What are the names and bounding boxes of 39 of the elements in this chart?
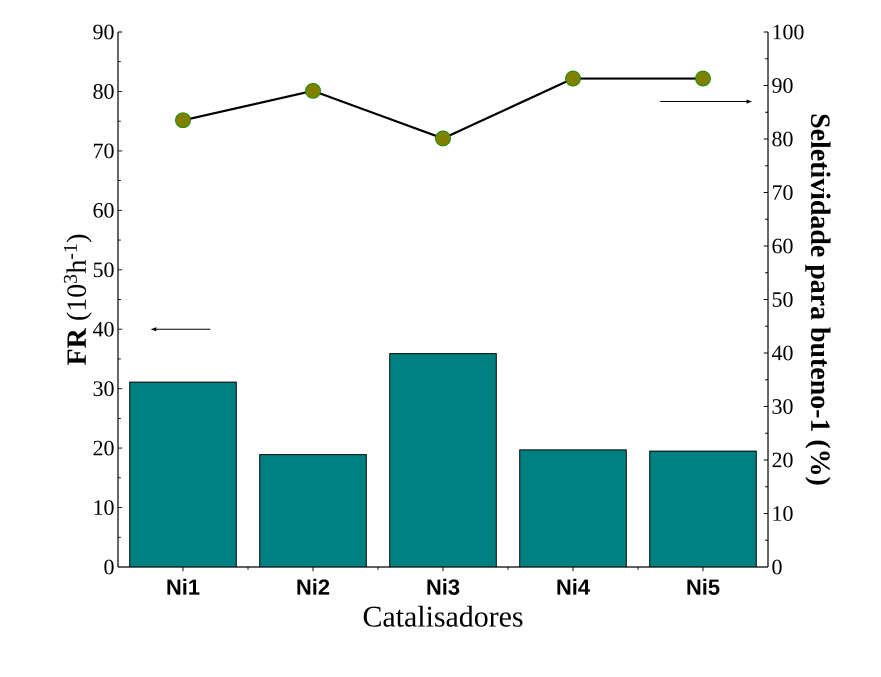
bar bbox=[390, 354, 496, 567]
x-axis-title: Catalisadores bbox=[364, 606, 522, 627]
y2-tick-label: 70 bbox=[772, 185, 793, 200]
y-tick-label: 80 bbox=[93, 84, 114, 99]
point bbox=[565, 70, 581, 86]
y-tick-label: 90 bbox=[93, 24, 114, 40]
y2-tick-label: 30 bbox=[772, 399, 793, 414]
y2-tick-label: 20 bbox=[772, 452, 793, 468]
y2-tick-label: 80 bbox=[772, 132, 793, 146]
x-tick-label: Ni4 bbox=[557, 578, 590, 595]
x-tick-label: Ni1 bbox=[167, 578, 200, 595]
y-tick-label: 40 bbox=[92, 322, 114, 337]
y2-tick-label: 100 bbox=[773, 24, 804, 40]
y2-tick-label: 0 bbox=[772, 560, 782, 574]
x-tick-label: Ni3 bbox=[427, 578, 460, 595]
y2-tick-label: 40 bbox=[772, 346, 793, 360]
bar bbox=[649, 450, 757, 567]
y2-axis-title: Seletividade para buteno-1 (%) bbox=[805, 114, 831, 485]
y2-tick-label: 60 bbox=[772, 238, 793, 254]
y2-tick-label: 10 bbox=[773, 506, 793, 521]
y-axis-title: FR (10$^{3}$h$^{-1}$) bbox=[64, 234, 92, 365]
y2-tick-label: 90 bbox=[772, 78, 793, 93]
y-tick-label: 20 bbox=[94, 440, 114, 456]
y-tick-label: 60 bbox=[94, 202, 114, 218]
bar bbox=[260, 454, 366, 567]
y-tick-label: 10 bbox=[94, 500, 114, 515]
y-tick-label: 50 bbox=[94, 262, 114, 278]
point bbox=[435, 130, 451, 146]
point bbox=[695, 70, 711, 86]
y-tick-label: 0 bbox=[104, 560, 114, 574]
bar bbox=[520, 450, 626, 567]
x-tick-label: Ni2 bbox=[297, 578, 330, 595]
point bbox=[175, 112, 191, 128]
y-tick-label: 30 bbox=[94, 381, 114, 396]
point bbox=[305, 82, 321, 99]
y2-tick-label: 50 bbox=[772, 292, 793, 307]
bar bbox=[130, 382, 236, 567]
x-tick-label: Ni5 bbox=[687, 578, 720, 595]
y-tick-label: 70 bbox=[94, 143, 114, 158]
